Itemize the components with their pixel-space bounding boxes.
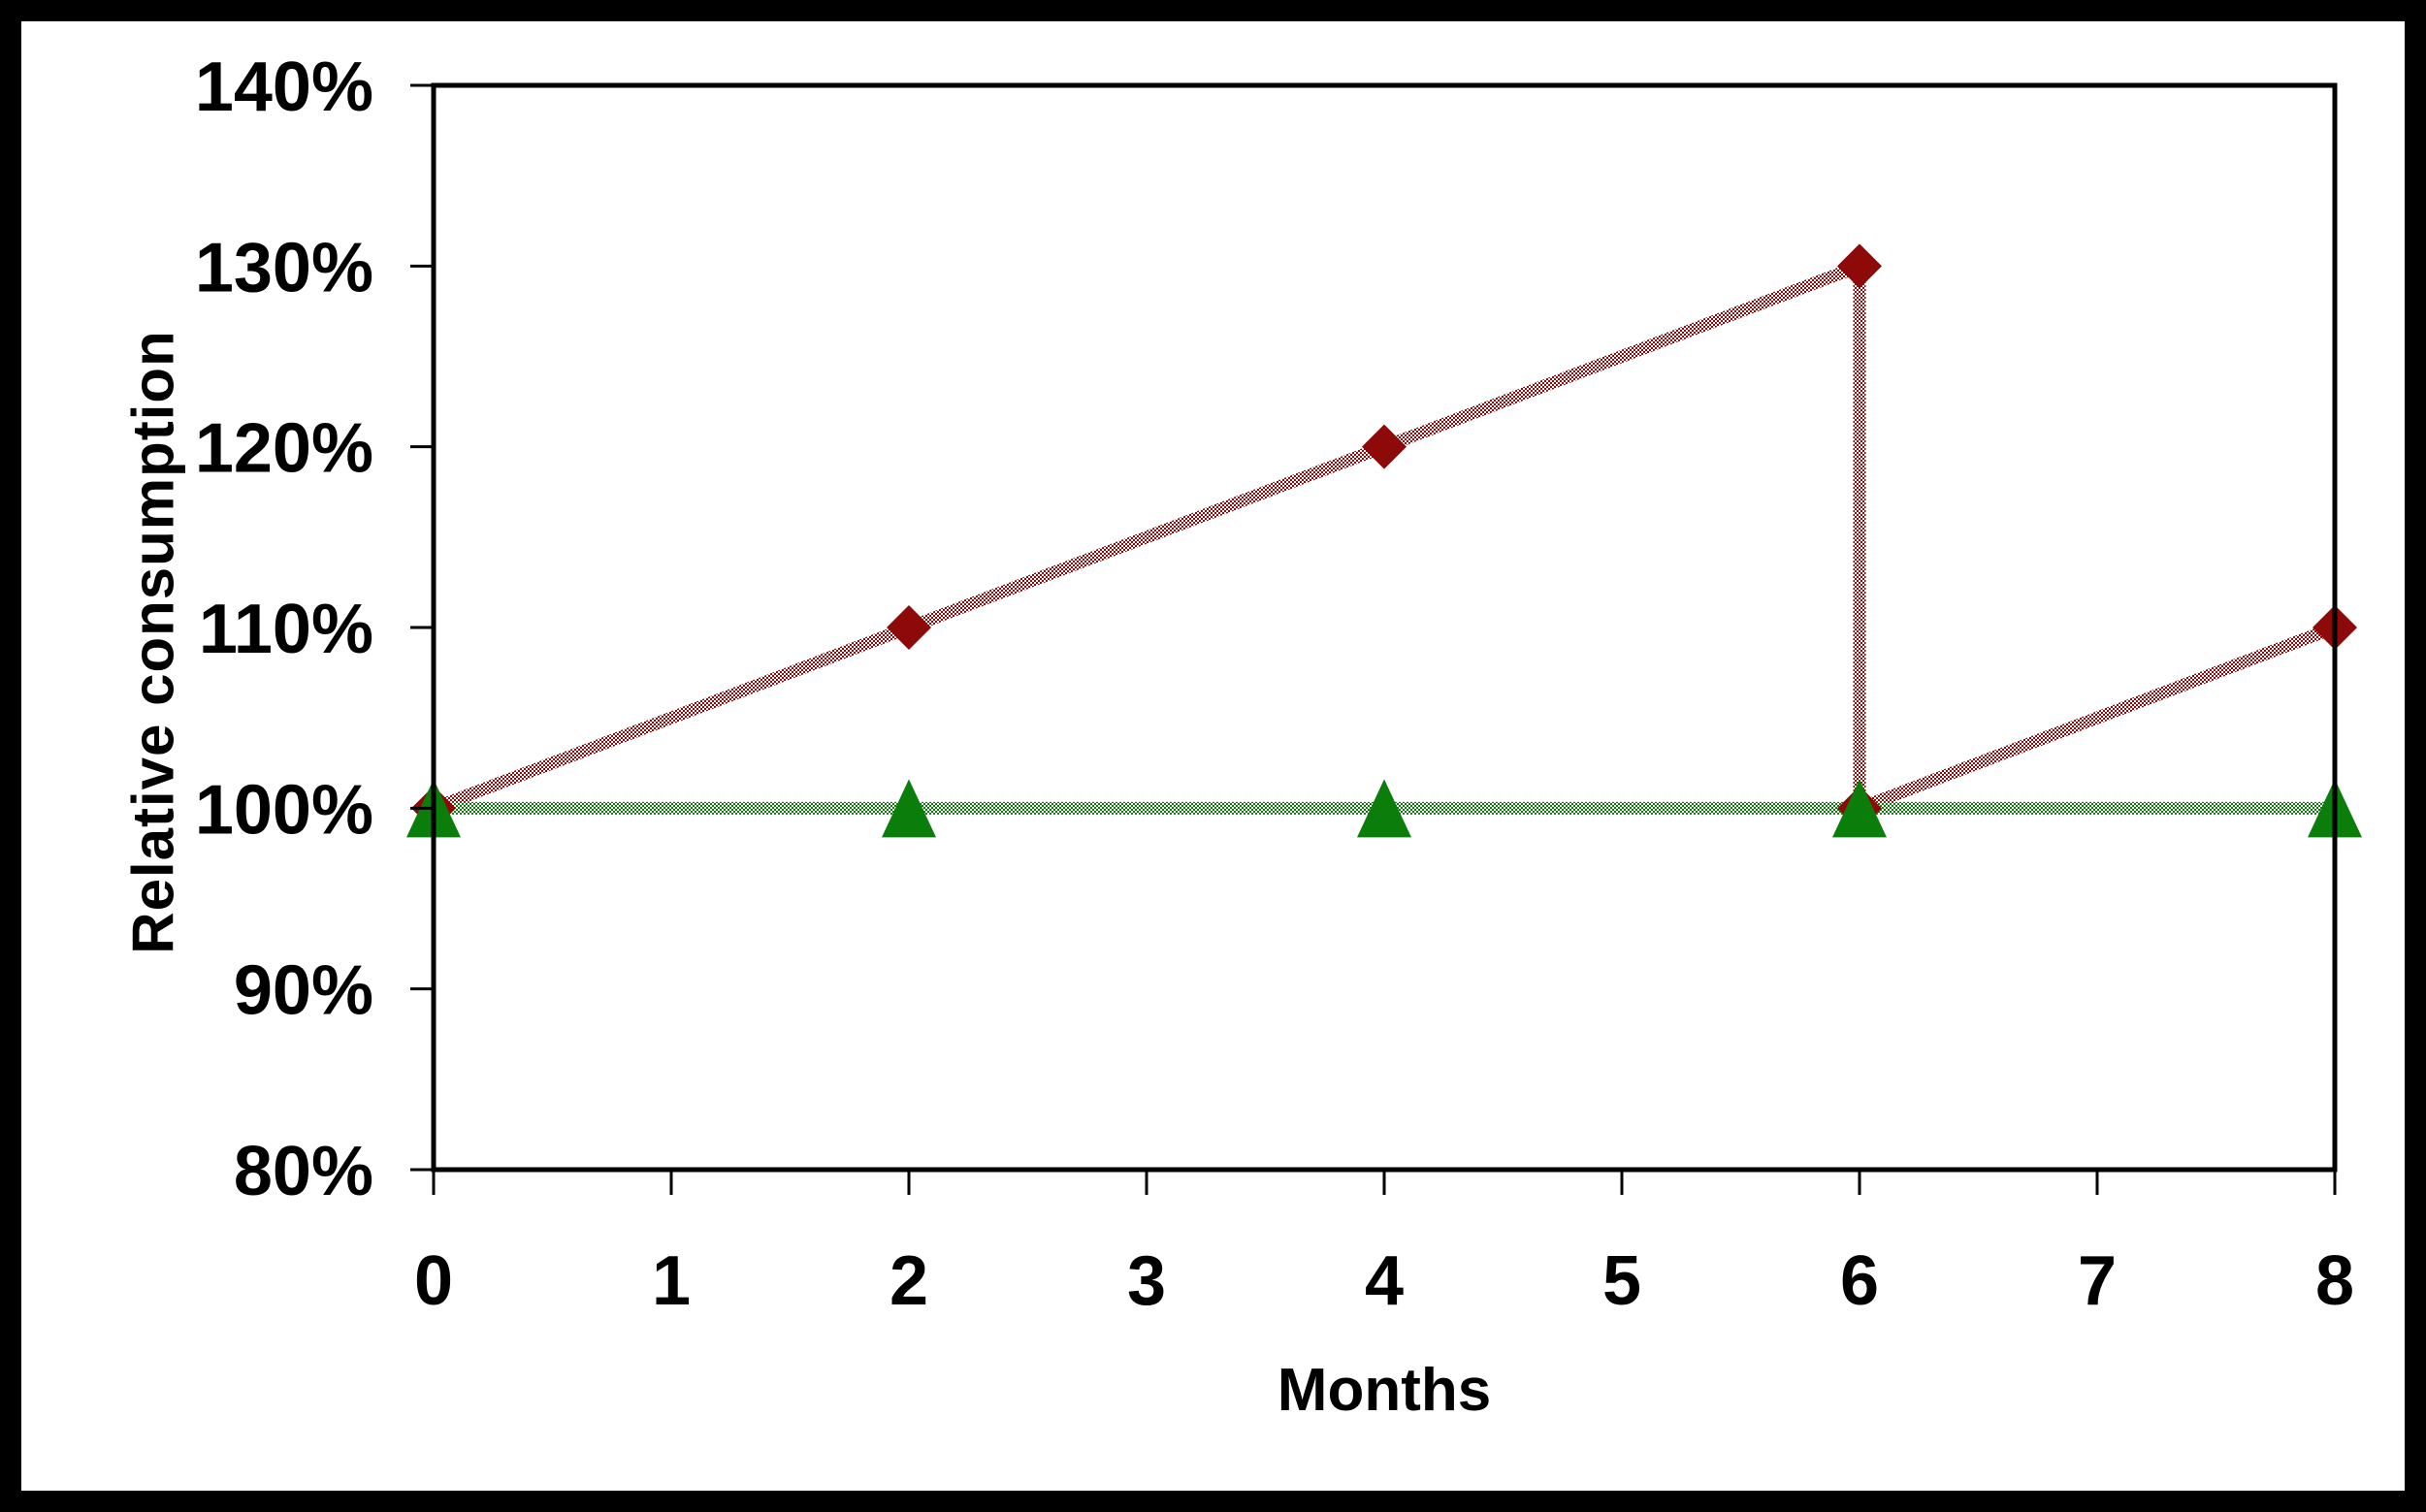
x-tick-label: 8 bbox=[2315, 1242, 2354, 1320]
y-axis-title: Relative consumption bbox=[120, 330, 186, 954]
diamond-marker bbox=[887, 605, 931, 650]
x-tick-label: 0 bbox=[414, 1242, 453, 1320]
y-tick-label: 110% bbox=[199, 591, 373, 668]
y-tick-label: 140% bbox=[195, 48, 373, 126]
triangle-marker bbox=[882, 779, 936, 838]
x-tick-label: 6 bbox=[1840, 1242, 1879, 1320]
triangle-marker bbox=[1832, 779, 1887, 838]
x-tick-label: 3 bbox=[1127, 1242, 1166, 1320]
diamond-marker bbox=[1837, 243, 1882, 289]
x-axis-title: Months bbox=[1277, 1357, 1492, 1424]
x-tick-label: 1 bbox=[652, 1242, 691, 1320]
x-tick-label: 5 bbox=[1602, 1242, 1641, 1320]
y-tick-label: 130% bbox=[195, 229, 373, 306]
triangle-marker bbox=[1357, 779, 1411, 838]
diamond-marker bbox=[1362, 424, 1407, 469]
plot-frame bbox=[431, 82, 2338, 1173]
red-diamond-series-line bbox=[431, 256, 2338, 818]
x-tick-label: 7 bbox=[2078, 1242, 2117, 1320]
x-tick-label: 4 bbox=[1365, 1242, 1404, 1320]
y-tick-label: 120% bbox=[195, 410, 373, 488]
y-tick-label: 80% bbox=[234, 1133, 373, 1210]
x-tick-label: 2 bbox=[890, 1242, 928, 1320]
y-tick-label: 100% bbox=[195, 771, 373, 849]
y-tick-label: 90% bbox=[234, 952, 373, 1030]
